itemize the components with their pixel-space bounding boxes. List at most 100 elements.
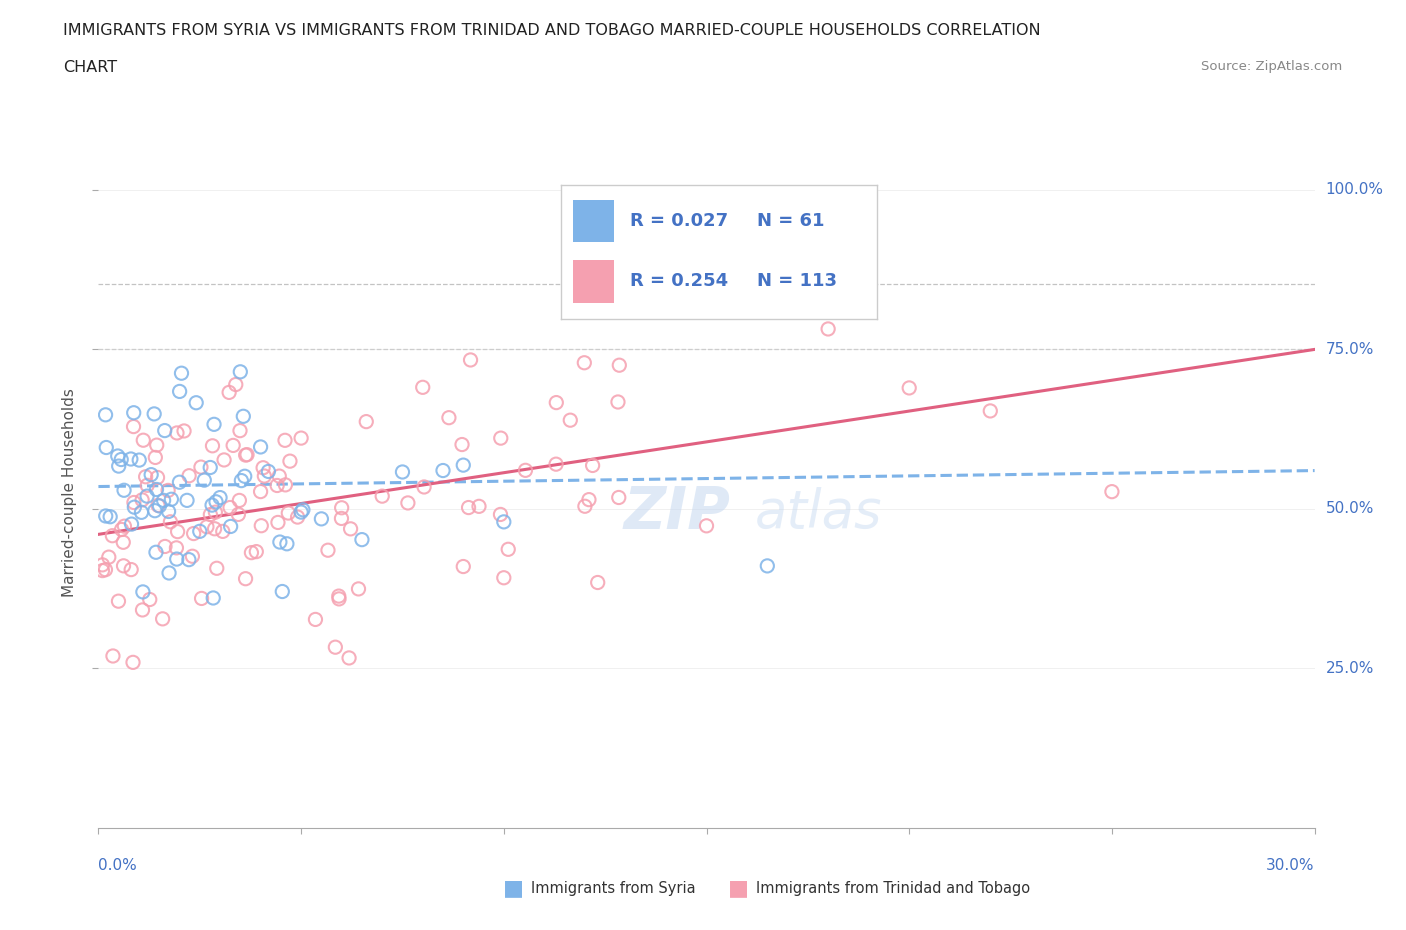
Point	[235, 447, 257, 462]
Text: ■: ■	[728, 878, 748, 898]
Point	[205, 561, 228, 576]
Point	[177, 552, 200, 567]
Point	[96, 440, 118, 455]
Point	[169, 475, 191, 490]
Point	[91, 564, 114, 578]
Point	[898, 380, 921, 395]
Point	[240, 545, 263, 560]
Point	[560, 413, 582, 428]
Point	[607, 490, 630, 505]
Point	[496, 542, 519, 557]
Point	[489, 431, 512, 445]
Point	[153, 539, 176, 554]
Point	[145, 438, 167, 453]
Point	[165, 540, 187, 555]
Point	[347, 581, 370, 596]
Text: atlas: atlas	[755, 487, 883, 539]
Point	[253, 469, 276, 484]
Point	[186, 395, 208, 410]
Point	[152, 611, 174, 626]
Point	[124, 499, 146, 514]
Point	[586, 575, 609, 590]
Point	[432, 463, 454, 478]
Text: 30.0%: 30.0%	[1267, 858, 1315, 873]
Point	[544, 457, 567, 472]
Point	[235, 571, 257, 586]
Point	[316, 543, 339, 558]
Point	[412, 379, 434, 394]
Point	[121, 517, 143, 532]
Point	[157, 504, 180, 519]
Point	[330, 511, 353, 525]
Point	[132, 432, 155, 447]
Point	[817, 322, 839, 337]
Point	[330, 500, 353, 515]
Point	[159, 514, 181, 529]
Point	[396, 496, 419, 511]
Point	[181, 549, 204, 564]
Point	[98, 510, 121, 525]
Point	[146, 470, 169, 485]
Point	[145, 545, 167, 560]
Text: 25.0%: 25.0%	[1326, 661, 1374, 676]
Point	[183, 526, 205, 541]
Text: R = 0.027: R = 0.027	[630, 212, 728, 230]
Point	[201, 438, 224, 453]
Point	[136, 488, 159, 503]
Text: 0.0%: 0.0%	[98, 858, 138, 873]
Point	[179, 469, 201, 484]
Text: Immigrants from Trinidad and Tobago: Immigrants from Trinidad and Tobago	[756, 881, 1031, 896]
Point	[290, 431, 312, 445]
Point	[157, 565, 180, 580]
Point	[143, 450, 166, 465]
Point	[202, 417, 225, 432]
Point	[413, 480, 436, 495]
Text: CHART: CHART	[63, 60, 117, 75]
Text: 100.0%: 100.0%	[1326, 182, 1384, 197]
Point	[468, 498, 491, 513]
Point	[696, 518, 718, 533]
Point	[190, 459, 212, 474]
Point	[1101, 485, 1123, 499]
Text: Immigrants from Syria: Immigrants from Syria	[531, 881, 696, 896]
Point	[311, 512, 333, 526]
Point	[94, 563, 117, 578]
Point	[218, 385, 240, 400]
Point	[574, 355, 596, 370]
Point	[225, 377, 247, 392]
Point	[160, 492, 183, 507]
Point	[94, 407, 117, 422]
Point	[328, 591, 350, 606]
Text: ■: ■	[503, 878, 523, 898]
Point	[492, 514, 515, 529]
Point	[337, 650, 360, 665]
Point	[228, 507, 250, 522]
Point	[122, 419, 145, 434]
Point	[136, 478, 159, 493]
Point	[201, 498, 224, 512]
Point	[231, 473, 253, 488]
Point	[110, 452, 132, 467]
FancyBboxPatch shape	[574, 200, 614, 243]
Point	[152, 493, 174, 508]
Point	[453, 458, 475, 472]
Point	[112, 483, 135, 498]
Point	[157, 483, 180, 498]
Text: ZIP: ZIP	[624, 485, 731, 541]
Point	[135, 470, 157, 485]
Point	[169, 384, 191, 399]
Point	[143, 406, 166, 421]
Point	[269, 535, 291, 550]
Point	[122, 655, 145, 670]
Point	[460, 352, 482, 367]
Point	[139, 592, 162, 607]
Point	[979, 404, 1001, 418]
Text: IMMIGRANTS FROM SYRIA VS IMMIGRANTS FROM TRINIDAD AND TOBAGO MARRIED-COUPLE HOUS: IMMIGRANTS FROM SYRIA VS IMMIGRANTS FROM…	[63, 23, 1040, 38]
Point	[219, 519, 242, 534]
Point	[391, 464, 413, 479]
Point	[200, 460, 222, 475]
Point	[200, 507, 222, 522]
Point	[250, 518, 273, 533]
Point	[145, 482, 167, 497]
Point	[290, 505, 312, 520]
